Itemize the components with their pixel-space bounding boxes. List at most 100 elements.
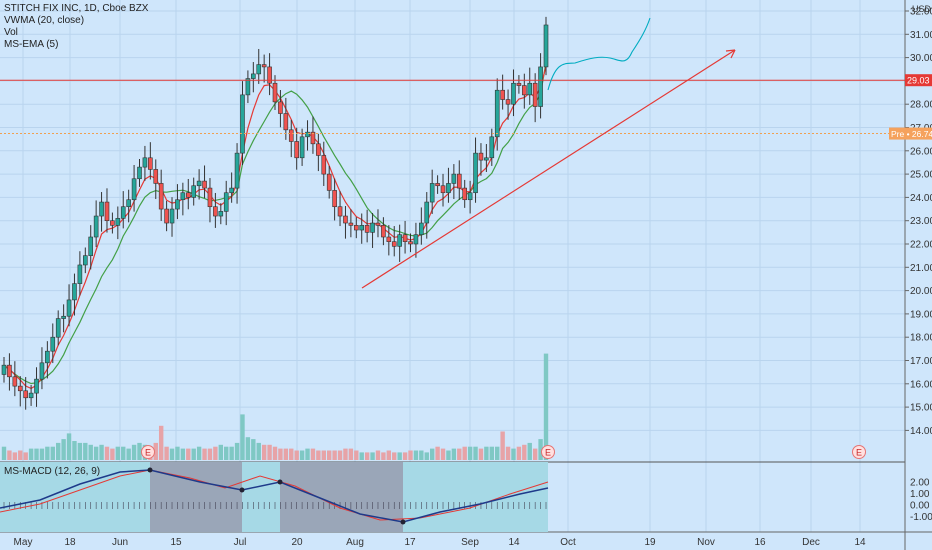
resistance-badge-label: 29.03	[907, 76, 930, 86]
candle	[424, 192, 430, 239]
macd-tick-label: 2.00	[910, 478, 930, 489]
candle-body	[153, 169, 159, 184]
time-axis-ticks: May 18 Jun 15 Jul 20 Aug 17 Sep 14 Oct 19 Nov 16 Dec 14	[14, 537, 866, 548]
candle	[77, 251, 83, 296]
volume-bar	[93, 446, 99, 460]
volume-bar	[202, 448, 207, 460]
macd-label[interactable]: MS-MACD (12, 26, 9)	[4, 466, 101, 477]
volume-bar	[386, 450, 392, 460]
candle	[288, 119, 294, 158]
price-tick-label: 21.00	[910, 263, 932, 274]
candle	[316, 133, 321, 172]
volume-bar	[224, 446, 229, 460]
volume-bar	[267, 444, 272, 460]
candle-body	[148, 157, 153, 170]
candle	[185, 178, 191, 210]
candle	[386, 225, 392, 256]
volume-bar	[495, 446, 500, 460]
candle	[516, 75, 522, 94]
candle	[440, 173, 446, 207]
candle-body	[142, 157, 148, 168]
candle-body	[137, 166, 142, 180]
trend-arrowhead	[725, 49, 736, 59]
volume-bar	[229, 446, 234, 460]
volume-bar	[164, 446, 169, 460]
candle	[61, 304, 66, 333]
price-tick-label: 17.00	[910, 356, 932, 367]
volume-bar	[28, 448, 34, 460]
candle-body	[272, 82, 278, 103]
macd-axis-ticks: 2.001.000.00-1.00	[910, 478, 932, 524]
candle	[34, 367, 39, 407]
earnings-marker-circle	[141, 445, 155, 459]
indicator-volume[interactable]: Vol	[4, 27, 18, 38]
volume-bar	[66, 433, 72, 460]
candle	[99, 192, 104, 232]
volume-series	[1, 353, 549, 460]
macd-region	[0, 462, 548, 532]
price-tick-label: 19.00	[910, 309, 932, 320]
volume-bar	[240, 414, 245, 460]
candle-body	[185, 192, 191, 198]
candle	[511, 69, 516, 117]
candle	[370, 213, 375, 248]
candle-body	[202, 180, 207, 189]
candle	[66, 284, 72, 327]
indicator-ema[interactable]: MS-EMA (5)	[4, 39, 59, 50]
pre-badge-label: Pre • 26.74	[891, 129, 932, 139]
volume-bar	[110, 448, 115, 460]
candle	[12, 361, 18, 397]
time-tick-label: Sep	[461, 537, 479, 548]
candle	[489, 128, 495, 166]
candle	[321, 141, 327, 186]
candle-body	[381, 225, 386, 238]
candle	[50, 323, 56, 364]
macd-histogram	[3, 502, 547, 509]
earnings-marker: E	[541, 445, 555, 459]
candle-body	[343, 215, 348, 224]
candle-body	[299, 136, 305, 159]
volume-bar	[516, 446, 522, 460]
candle	[337, 191, 343, 227]
volume-bar	[478, 448, 484, 460]
candle	[408, 233, 413, 253]
volume-bar	[83, 442, 88, 460]
candle	[191, 177, 196, 206]
candle	[251, 62, 256, 93]
candle	[478, 143, 484, 176]
volume-bar	[467, 446, 473, 460]
candle-body	[397, 234, 402, 247]
candle	[175, 184, 180, 220]
volume-bar	[207, 448, 213, 460]
volume-bar	[462, 446, 467, 460]
candle-body	[251, 73, 256, 79]
indicator-vwma[interactable]: VWMA (20, close)	[4, 15, 85, 26]
candle-body	[180, 192, 186, 201]
candle	[413, 222, 419, 258]
candle-body	[435, 183, 440, 187]
volume-bar	[126, 448, 131, 460]
candle-body	[462, 187, 468, 201]
volume-bar	[505, 446, 511, 460]
resistance-badge-bg	[905, 74, 932, 87]
candle-body	[419, 222, 424, 235]
volume-bar	[1, 446, 7, 460]
time-tick-label: Nov	[697, 537, 715, 548]
pre-badge-bg	[889, 127, 932, 140]
candle-body	[158, 183, 164, 210]
price-tick-label: 22.00	[910, 240, 932, 251]
candle-body	[467, 192, 473, 201]
candle	[110, 212, 115, 234]
candle	[223, 180, 229, 226]
candle-body	[310, 131, 316, 145]
candle	[429, 169, 435, 214]
candle	[381, 217, 386, 246]
candle	[446, 167, 451, 203]
candle-body	[527, 82, 533, 96]
candle-body	[234, 152, 240, 189]
volume-bar	[354, 450, 359, 460]
candle	[1, 357, 7, 383]
volume-bar	[489, 446, 494, 460]
